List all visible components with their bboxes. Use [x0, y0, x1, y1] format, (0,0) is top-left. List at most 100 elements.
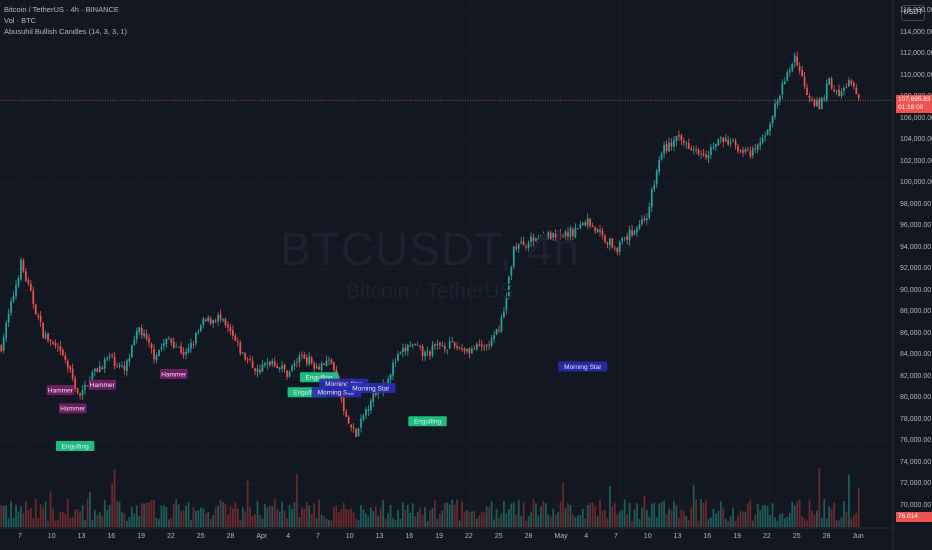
volume-bar	[333, 507, 335, 527]
volume-bar	[389, 504, 392, 527]
volume-bar	[25, 501, 27, 527]
volume-bar	[135, 505, 138, 527]
volume-bar	[574, 517, 577, 527]
volume-bar	[451, 499, 454, 527]
candle-body	[845, 87, 848, 89]
candle-body	[771, 116, 774, 124]
volume-bar	[818, 468, 821, 527]
candle-body	[406, 344, 409, 352]
volume-bar	[660, 502, 663, 527]
candle-body	[835, 90, 838, 92]
candle-body	[17, 278, 20, 286]
volume-bar	[604, 509, 606, 527]
volume-bar	[399, 518, 402, 527]
symbol-title[interactable]: Bitcoin / TetherUS · 4h · BINANCE	[4, 5, 119, 14]
volume-bar	[710, 517, 712, 527]
candle-body	[101, 367, 104, 370]
pattern-label-hammer[interactable]: Hammer	[159, 368, 188, 379]
volume-bar	[414, 516, 417, 527]
candle-body	[579, 224, 582, 228]
volume-bar	[47, 520, 49, 527]
candle-body	[42, 322, 44, 339]
pattern-label-text: Morning Star	[564, 364, 602, 371]
volume-bar	[116, 500, 118, 527]
candle-body	[52, 341, 54, 344]
volume-bar	[20, 506, 22, 527]
time-tick-label: 28	[226, 533, 235, 540]
candle-body	[288, 371, 291, 377]
candle-body	[648, 207, 651, 218]
candle-body	[303, 354, 306, 359]
volume-bar	[29, 508, 32, 527]
pattern-label-engulfing[interactable]: Engulfing	[55, 441, 95, 451]
candle-body	[446, 349, 449, 351]
candle-body	[591, 225, 594, 227]
volume-bar	[406, 504, 409, 527]
pattern-indicator-label[interactable]: Abusuhil Bullish Candles (14, 3, 3, 1)	[4, 27, 127, 36]
volume-bar	[453, 504, 456, 527]
volume-bar	[606, 517, 609, 527]
candle-body	[333, 362, 335, 371]
volume-bar	[493, 519, 495, 527]
chart-legend: Bitcoin / TetherUS · 4h · BINANCE Vol · …	[4, 4, 127, 37]
volume-bar	[732, 507, 734, 527]
volume-bar	[461, 501, 463, 527]
candle-body	[372, 391, 375, 402]
pattern-label-hammer[interactable]: Hammer	[58, 403, 87, 414]
volume-bar	[273, 499, 276, 527]
candle-body	[0, 345, 3, 352]
volume-bar	[320, 514, 323, 527]
volume-bar	[636, 503, 638, 527]
volume-bar	[567, 503, 569, 527]
candle-body	[692, 149, 695, 151]
candle-body	[438, 342, 441, 346]
price-tick-label: 80,000.00	[900, 394, 932, 401]
price-axis[interactable]: 116,000.00 114,000.00 112,000.00 110,000.00…	[896, 0, 932, 527]
volume-bar	[303, 508, 306, 527]
volume-bar	[520, 516, 523, 527]
candle-body	[618, 241, 621, 252]
volume-indicator-label[interactable]: Vol · BTC	[4, 16, 37, 25]
pattern-label-engulfing[interactable]: Engulfing	[408, 416, 447, 427]
volume-bar	[291, 508, 293, 527]
volume-bar	[626, 514, 628, 527]
volume-bar	[96, 515, 99, 527]
candle-body	[532, 237, 535, 241]
candle-body	[170, 338, 173, 343]
volume-bar	[648, 516, 651, 527]
volume-bar	[466, 510, 468, 527]
candle-body	[367, 408, 370, 411]
volume-bar	[357, 520, 360, 527]
volume-bar	[480, 511, 483, 527]
candle-body	[475, 343, 478, 350]
candle-body	[404, 347, 407, 352]
volume-bar	[276, 509, 279, 527]
candle-body	[830, 78, 833, 89]
volume-bar	[81, 504, 84, 527]
candle-body	[675, 136, 678, 142]
time-tick-label: 22	[465, 533, 473, 540]
time-axis[interactable]: 7 10 13 16 19 22 25 28 Apr 4 7 10 13 16 19 22 25 28 May 4 7 1…	[0, 531, 893, 550]
candle-body	[217, 314, 219, 322]
price-tick-label: 70,000.00	[900, 501, 932, 509]
pattern-label-morning-star[interactable]: Morning Star	[346, 382, 396, 393]
pattern-label-hammer[interactable]: Hammer	[46, 385, 75, 396]
volume-bar	[416, 511, 419, 527]
volume-bar	[170, 518, 173, 527]
candle-body	[515, 247, 518, 249]
pattern-label-hammer[interactable]: Hammer	[88, 379, 117, 390]
volume-bar	[305, 502, 308, 527]
price-tick-label: 86,000.00	[900, 329, 932, 337]
pattern-label-text: Engulfing	[414, 419, 441, 426]
volume-bar	[76, 509, 79, 527]
candle-body	[227, 324, 229, 328]
volume-bar	[347, 510, 350, 527]
pattern-label-morning-star[interactable]: Morning Star	[558, 361, 608, 372]
volume-bar	[278, 511, 281, 527]
currency-button[interactable]: USDT	[901, 5, 925, 21]
candle-body	[658, 159, 661, 172]
candle-body	[81, 389, 84, 395]
volume-bar	[754, 514, 757, 527]
price-tick-label: 104,000.00	[900, 136, 932, 143]
